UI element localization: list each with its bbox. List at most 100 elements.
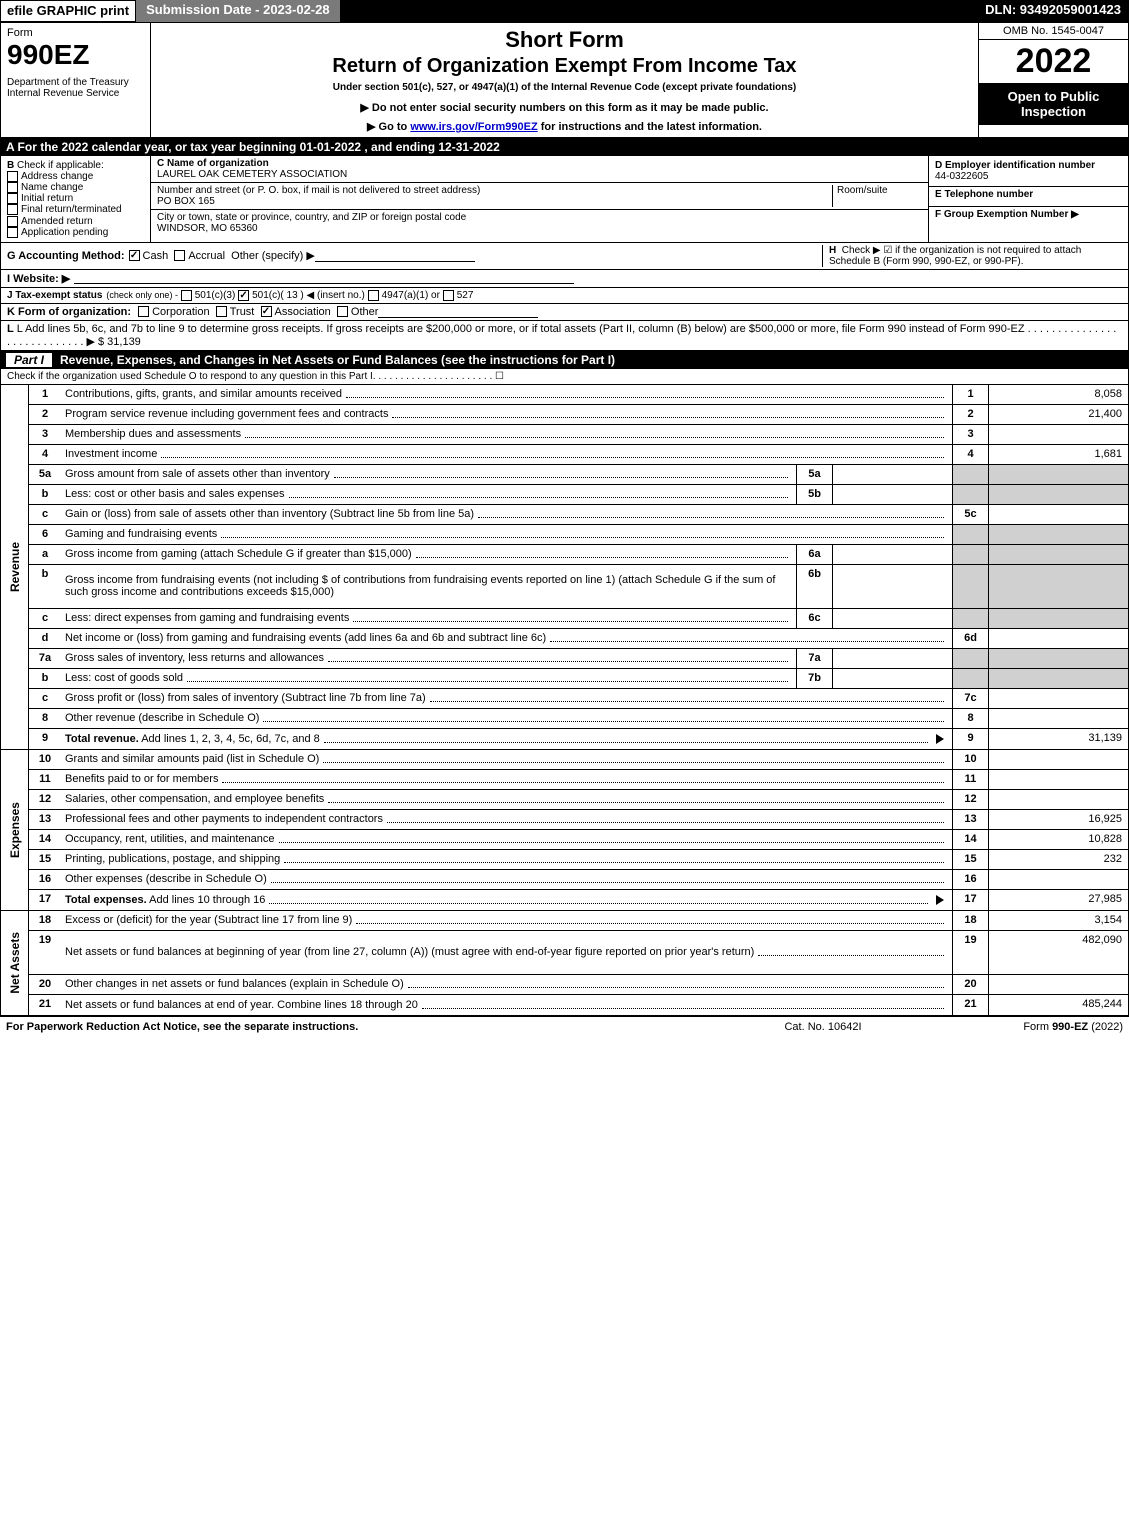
line-description: Other expenses (describe in Schedule O) bbox=[61, 870, 952, 889]
checkbox-trust[interactable] bbox=[216, 306, 227, 317]
result-line-num: 3 bbox=[952, 425, 988, 444]
sub-line-val[interactable] bbox=[832, 649, 952, 668]
line-description: Gaming and fundraising events bbox=[61, 525, 952, 544]
sub-line-val[interactable] bbox=[832, 485, 952, 504]
arrow-icon bbox=[936, 895, 944, 905]
part1-header: Part I Revenue, Expenses, and Changes in… bbox=[0, 351, 1129, 369]
line-number: 19 bbox=[29, 931, 61, 974]
result-value bbox=[988, 565, 1128, 608]
tax-year: 2022 bbox=[979, 40, 1128, 83]
table-row: bLess: cost of goods sold7b bbox=[29, 669, 1128, 689]
result-line-num bbox=[952, 609, 988, 628]
table-row: cGross profit or (loss) from sales of in… bbox=[29, 689, 1128, 709]
checkbox-corp[interactable] bbox=[138, 306, 149, 317]
table-row: 15Printing, publications, postage, and s… bbox=[29, 850, 1128, 870]
line-description: Net assets or fund balances at beginning… bbox=[61, 931, 952, 974]
form-label: Form bbox=[7, 27, 144, 39]
arrow-icon bbox=[936, 734, 944, 744]
sub-line-val[interactable] bbox=[832, 565, 952, 608]
sub-line-num: 5a bbox=[796, 465, 832, 484]
result-value: 482,090 bbox=[988, 931, 1128, 974]
result-line-num: 2 bbox=[952, 405, 988, 424]
checkbox-initial-return[interactable] bbox=[7, 193, 18, 204]
result-value bbox=[988, 609, 1128, 628]
checkbox-cash[interactable] bbox=[129, 250, 140, 261]
line-description: Gross profit or (loss) from sales of inv… bbox=[61, 689, 952, 708]
checkbox-pending[interactable] bbox=[7, 227, 18, 238]
street-label: Number and street (or P. O. box, if mail… bbox=[157, 185, 480, 196]
line-description: Printing, publications, postage, and shi… bbox=[61, 850, 952, 869]
ssn-note: ▶ Do not enter social security numbers o… bbox=[157, 101, 972, 114]
line-number: 13 bbox=[29, 810, 61, 829]
checkbox-527[interactable] bbox=[443, 290, 454, 301]
section-l: L L Add lines 5b, 6c, and 7b to line 9 t… bbox=[0, 321, 1129, 351]
table-row: 19Net assets or fund balances at beginni… bbox=[29, 931, 1128, 975]
line-description: Gain or (loss) from sale of assets other… bbox=[61, 505, 952, 524]
line-description: Salaries, other compensation, and employ… bbox=[61, 790, 952, 809]
result-value: 16,925 bbox=[988, 810, 1128, 829]
page-footer: For Paperwork Reduction Act Notice, see … bbox=[0, 1016, 1129, 1037]
result-line-num: 13 bbox=[952, 810, 988, 829]
result-line-num: 6d bbox=[952, 629, 988, 648]
checkbox-final-return[interactable] bbox=[7, 204, 18, 215]
section-def: D Employer identification number 44-0322… bbox=[928, 156, 1128, 242]
result-line-num bbox=[952, 485, 988, 504]
dln: DLN: 93492059001423 bbox=[977, 0, 1129, 22]
checkbox-501c[interactable] bbox=[238, 290, 249, 301]
sub-line-val[interactable] bbox=[832, 669, 952, 688]
line-description: Gross sales of inventory, less returns a… bbox=[61, 649, 796, 668]
result-value: 8,058 bbox=[988, 385, 1128, 404]
expenses-section: Expenses 10Grants and similar amounts pa… bbox=[0, 750, 1129, 911]
line-description: Program service revenue including govern… bbox=[61, 405, 952, 424]
checkbox-other-org[interactable] bbox=[337, 306, 348, 317]
line-description: Gross income from gaming (attach Schedul… bbox=[61, 545, 796, 564]
result-value: 10,828 bbox=[988, 830, 1128, 849]
table-row: 18Excess or (deficit) for the year (Subt… bbox=[29, 911, 1128, 931]
website-input[interactable] bbox=[74, 272, 574, 284]
result-line-num: 7c bbox=[952, 689, 988, 708]
sub-line-val[interactable] bbox=[832, 465, 952, 484]
checkbox-assoc[interactable] bbox=[261, 306, 272, 317]
result-value bbox=[988, 790, 1128, 809]
table-row: 8Other revenue (describe in Schedule O)8 bbox=[29, 709, 1128, 729]
l-text: L Add lines 5b, 6c, and 7b to line 9 to … bbox=[17, 323, 1025, 335]
result-line-num: 10 bbox=[952, 750, 988, 769]
checkbox-4947[interactable] bbox=[368, 290, 379, 301]
line-description: Contributions, gifts, grants, and simila… bbox=[61, 385, 952, 404]
sub-line-val[interactable] bbox=[832, 545, 952, 564]
irs-link[interactable]: www.irs.gov/Form990EZ bbox=[410, 121, 537, 133]
other-specify-input[interactable] bbox=[315, 250, 475, 262]
part1-title: Revenue, Expenses, and Changes in Net As… bbox=[60, 353, 615, 367]
line-description: Gross income from fundraising events (no… bbox=[61, 565, 796, 608]
table-row: aGross income from gaming (attach Schedu… bbox=[29, 545, 1128, 565]
other-org-input[interactable] bbox=[378, 306, 538, 318]
line-number: a bbox=[29, 545, 61, 564]
line-description: Other revenue (describe in Schedule O) bbox=[61, 709, 952, 728]
result-line-num: 17 bbox=[952, 890, 988, 910]
accounting-label: G Accounting Method: bbox=[7, 250, 125, 262]
h-label: H bbox=[829, 245, 836, 256]
line-number: 4 bbox=[29, 445, 61, 464]
result-value bbox=[988, 525, 1128, 544]
checkbox-name-change[interactable] bbox=[7, 182, 18, 193]
omb-number: OMB No. 1545-0047 bbox=[979, 23, 1128, 40]
checkbox-accrual[interactable] bbox=[174, 250, 185, 261]
netassets-side-label: Net Assets bbox=[6, 930, 24, 996]
row-a: A For the 2022 calendar year, or tax yea… bbox=[0, 138, 1129, 156]
table-row: 16Other expenses (describe in Schedule O… bbox=[29, 870, 1128, 890]
sub-line-val[interactable] bbox=[832, 609, 952, 628]
section-k: K Form of organization: Corporation Trus… bbox=[0, 304, 1129, 321]
line-number: 6 bbox=[29, 525, 61, 544]
line-number: b bbox=[29, 669, 61, 688]
line-number: 2 bbox=[29, 405, 61, 424]
line-description: Less: cost or other basis and sales expe… bbox=[61, 485, 796, 504]
efile-label[interactable]: efile GRAPHIC print bbox=[0, 0, 136, 22]
checkbox-address-change[interactable] bbox=[7, 171, 18, 182]
form-org-label: K Form of organization: bbox=[7, 306, 131, 318]
checkbox-amended[interactable] bbox=[7, 216, 18, 227]
city-value: WINDSOR, MO 65360 bbox=[157, 223, 258, 234]
line-description: Occupancy, rent, utilities, and maintena… bbox=[61, 830, 952, 849]
result-value: 31,139 bbox=[988, 729, 1128, 749]
line-number: c bbox=[29, 505, 61, 524]
checkbox-501c3[interactable] bbox=[181, 290, 192, 301]
